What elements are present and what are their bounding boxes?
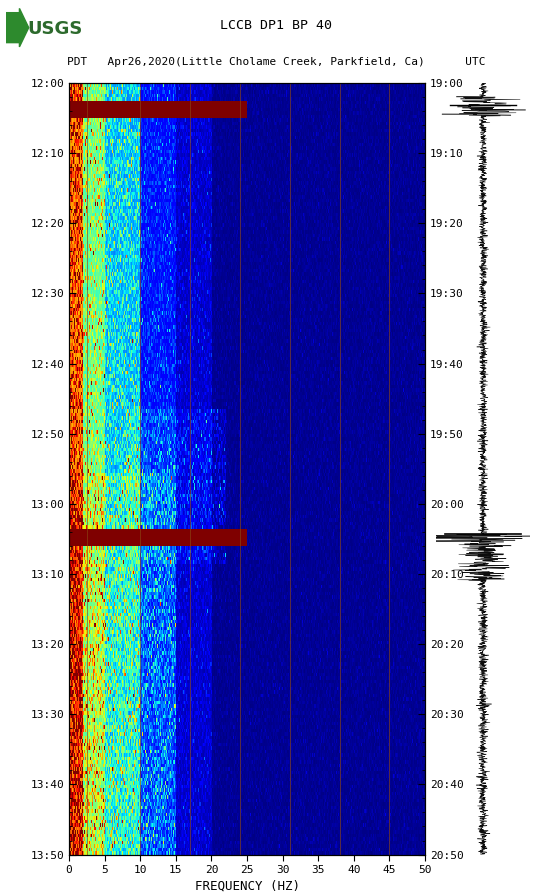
Text: LCCB DP1 BP 40: LCCB DP1 BP 40: [220, 19, 332, 32]
FancyArrow shape: [6, 8, 29, 47]
Text: USGS: USGS: [27, 20, 83, 37]
Text: PDT   Apr26,2020(Little Cholame Creek, Parkfield, Ca)      UTC: PDT Apr26,2020(Little Cholame Creek, Par…: [67, 57, 485, 67]
X-axis label: FREQUENCY (HZ): FREQUENCY (HZ): [194, 880, 300, 892]
